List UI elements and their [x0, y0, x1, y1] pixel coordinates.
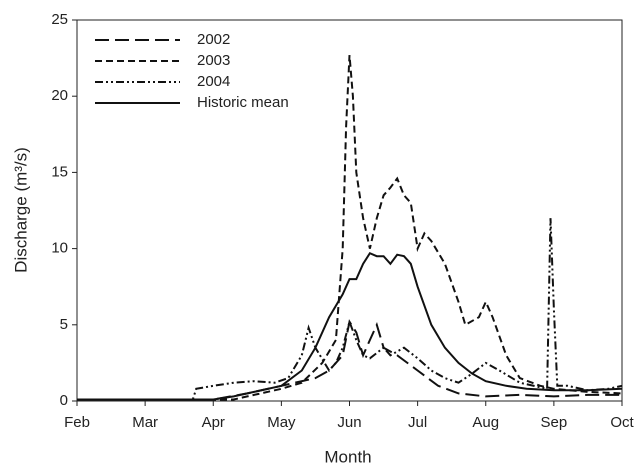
legend-label: 2002 [197, 31, 230, 48]
x-tick-label: May [267, 414, 296, 431]
x-tick-label: Feb [64, 414, 90, 431]
x-tick-label: Jun [337, 414, 361, 431]
plot-frame [76, 19, 623, 402]
x-axis-label: Month [324, 447, 371, 466]
x-tick-label: Jul [408, 414, 427, 431]
x-tick-label: Apr [202, 414, 225, 431]
legend-label: 2004 [197, 73, 230, 90]
y-tick-label: 0 [60, 392, 68, 409]
series-line [77, 55, 623, 401]
series-line [77, 319, 622, 401]
x-tick-label: Mar [132, 414, 158, 431]
y-tick-label: 5 [60, 316, 68, 333]
series-line [77, 251, 623, 401]
y-axis-label: Discharge (m³/s) [11, 147, 30, 273]
x-tick-label: Oct [610, 414, 634, 431]
y-tick-label: 15 [51, 163, 68, 180]
y-tick-label: 10 [51, 240, 68, 257]
y-tick-label: 20 [51, 87, 68, 104]
x-tick-label: Sep [541, 414, 568, 431]
series-line [77, 218, 623, 401]
y-tick-label: 25 [51, 11, 68, 28]
legend-label: Historic mean [197, 94, 289, 111]
legend-label: 2003 [197, 52, 230, 69]
x-tick-label: Aug [472, 414, 499, 431]
